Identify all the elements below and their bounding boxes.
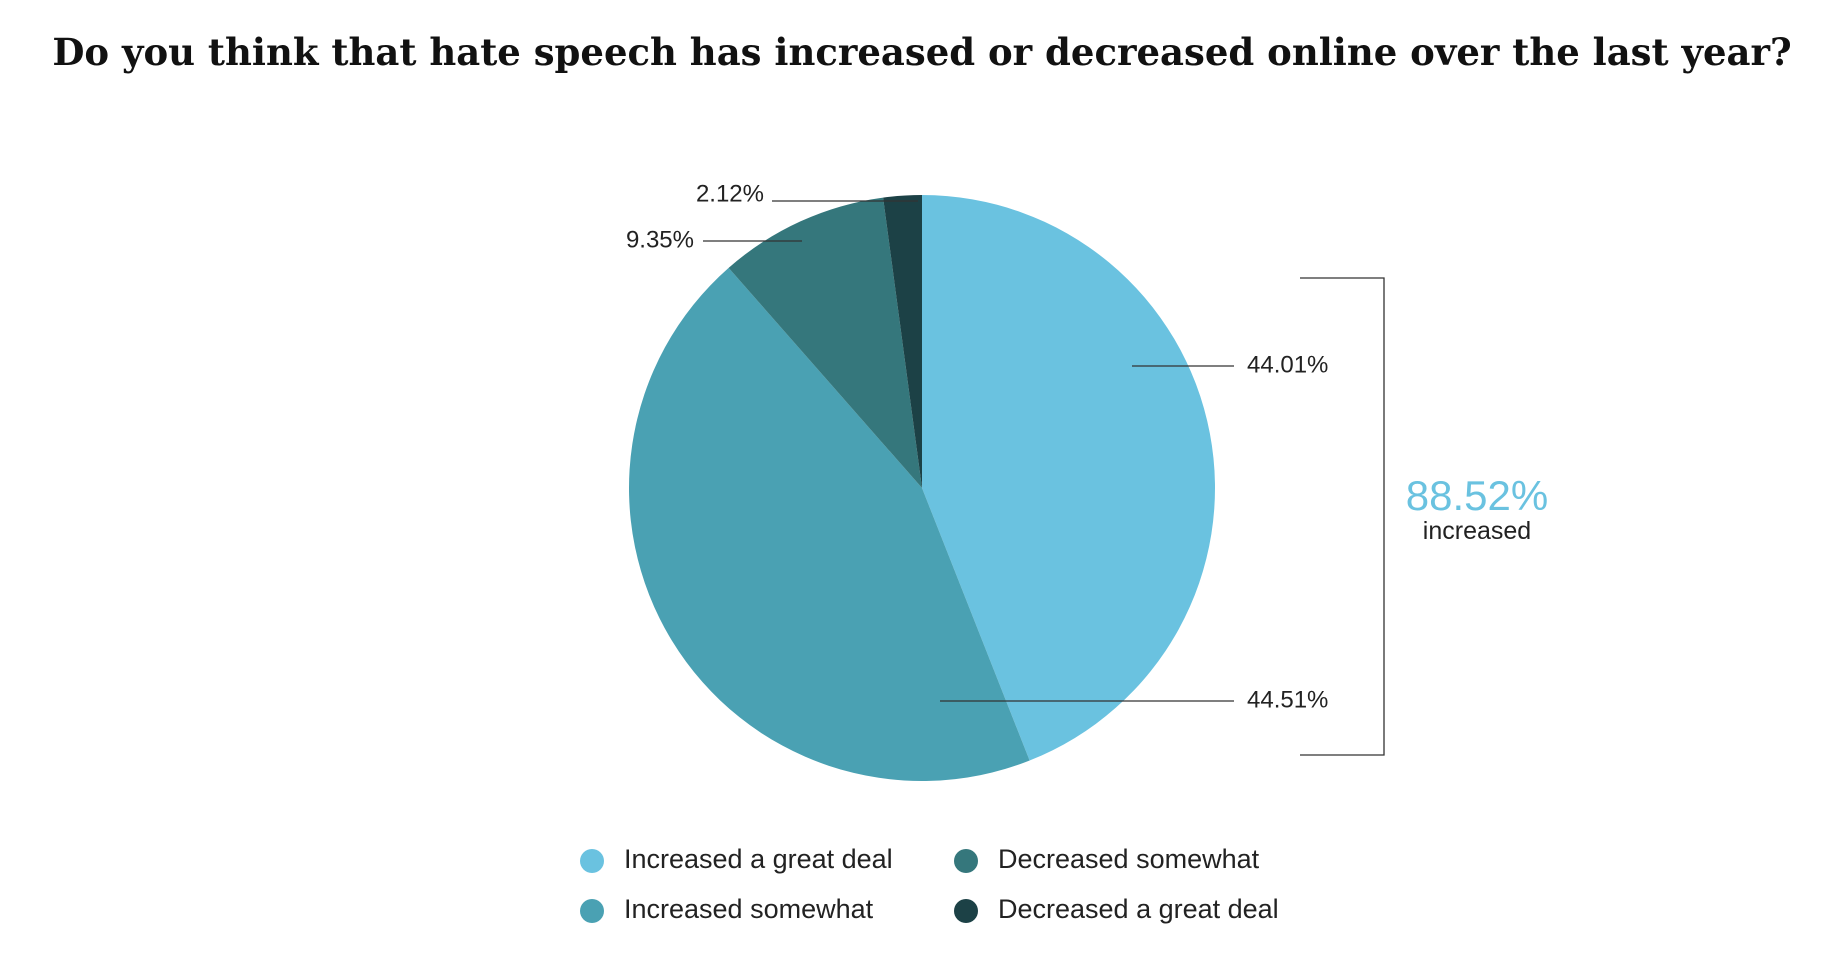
legend-item-label: Increased somewhat <box>624 894 874 924</box>
legend-swatch <box>580 849 604 873</box>
increased-bracket <box>1300 277 1385 756</box>
slice-leader-lines <box>703 200 1234 702</box>
slice-labels: 44.01% 44.51% 9.35%2.12% <box>626 180 1328 713</box>
pie-slices <box>629 195 1215 781</box>
slice-value-label: 2.12% <box>696 180 764 207</box>
pie-slice-decreased-a-great-deal <box>883 195 922 488</box>
slice-value-label: 9.35% <box>626 226 694 253</box>
summary-value: 88.52% <box>1406 472 1548 519</box>
legend-item-label: Decreased somewhat <box>998 844 1260 874</box>
chart-title: Do you think that hate speech has increa… <box>52 30 1791 74</box>
pie-slice-increased-a-great-deal <box>922 195 1215 761</box>
legend-item-label: Increased a great deal <box>624 844 893 874</box>
legend-swatch <box>954 899 978 923</box>
legend-swatch <box>954 849 978 873</box>
pie-slice-decreased-somewhat <box>728 197 922 488</box>
pie-slice-increased-somewhat <box>629 267 1030 781</box>
legend: Increased a great deal Decreased somewhat… <box>580 844 1279 924</box>
legend-swatch <box>580 899 604 923</box>
slice-value-label: 44.51% <box>1247 686 1328 713</box>
summary-caption: increased <box>1423 517 1531 545</box>
legend-item-label: Decreased a great deal <box>998 894 1279 924</box>
slice-value-label: 44.01% <box>1247 351 1328 378</box>
